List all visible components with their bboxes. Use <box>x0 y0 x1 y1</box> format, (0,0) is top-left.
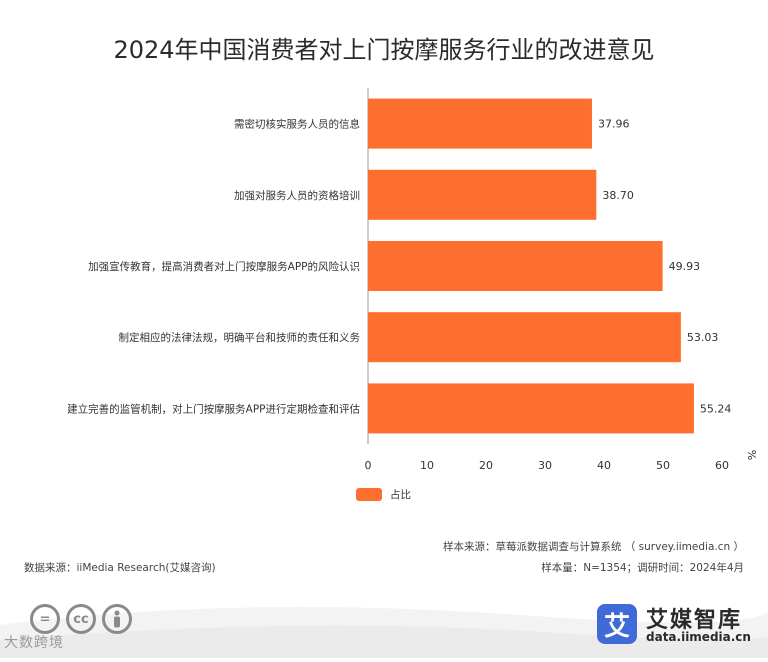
bar <box>368 241 663 291</box>
brand-name: 艾媒智库 <box>646 608 743 633</box>
brand-url: data.iimedia.cn <box>646 630 751 644</box>
license-icons: = cc <box>30 604 132 634</box>
equals-icon: = <box>30 604 60 634</box>
watermark: 大数跨境 <box>4 635 64 651</box>
category-label: 加强宣传教育，提高消费者对上门按摩服务APP的风险认识 <box>88 260 360 273</box>
category-label: 建立完善的监管机制，对上门按摩服务APP进行定期检查和评估 <box>67 402 360 415</box>
data-label: 38.70 <box>602 189 634 202</box>
legend: 占比 <box>356 487 411 502</box>
data-label: 49.93 <box>669 260 701 273</box>
category-label: 制定相应的法律法规，明确平台和技师的责任和义务 <box>119 331 361 344</box>
data-label: 53.03 <box>687 331 719 344</box>
data-source: 数据来源：iiMedia Research(艾媒咨询) <box>24 562 216 574</box>
legend-swatch <box>356 488 382 501</box>
data-label: 37.96 <box>598 118 630 131</box>
x-tick-label: 20 <box>479 459 493 472</box>
bar-chart: 需密切核实服务人员的信息 37.96 加强对服务人员的资格培训 38.70 加强宣传教育… <box>67 88 758 472</box>
x-tick-label: 50 <box>656 459 670 472</box>
bar <box>368 169 597 220</box>
category-label: 需密切核实服务人员的信息 <box>234 118 360 131</box>
x-tick-label: 10 <box>420 459 434 472</box>
x-tick-label: 0 <box>365 459 372 472</box>
x-tick-label: 60 <box>715 459 729 472</box>
x-tick-label: 40 <box>597 459 611 472</box>
x-tick-label: 30 <box>538 459 552 472</box>
person-icon <box>102 604 132 634</box>
bar <box>368 312 681 363</box>
sample-source: 样本来源：草莓派数据调查与计算系统 （ survey.iimedia.cn ） <box>443 541 744 553</box>
brand-logo-icon: 艾 <box>597 604 637 644</box>
legend-label: 占比 <box>390 489 411 501</box>
x-axis-unit-label: % <box>745 450 758 460</box>
category-label: 加强对服务人员的资格培训 <box>234 189 360 202</box>
bar <box>368 98 592 149</box>
chart-title: 2024年中国消费者对上门按摩服务行业的改进意见 <box>113 36 655 64</box>
bar <box>368 383 694 434</box>
data-label: 55.24 <box>700 402 732 415</box>
sample-info: 样本量：N=1354；调研时间：2024年4月 <box>541 562 744 574</box>
creative-commons-icon: cc <box>66 604 96 634</box>
decorative-wave <box>0 600 768 658</box>
